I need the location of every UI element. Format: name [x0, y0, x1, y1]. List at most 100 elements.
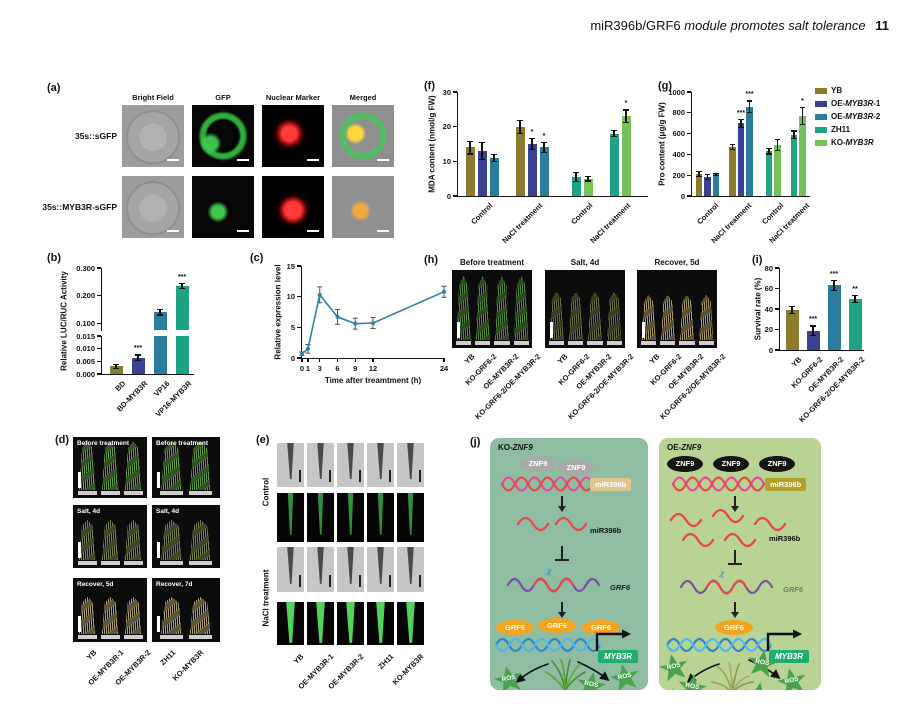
- y-tick: [297, 296, 301, 298]
- arrow-down-head: [557, 612, 566, 622]
- plant-clump: [475, 276, 490, 340]
- scale-bar: [78, 472, 81, 488]
- error-cap: [738, 126, 744, 129]
- scale-bar: [419, 470, 421, 482]
- panel-label-e: (e): [256, 434, 270, 446]
- arrow-down: [734, 602, 736, 613]
- photo-condition-label: Before treatment: [156, 440, 209, 447]
- column-header-merged: Merged: [349, 93, 377, 102]
- legend-label: YB: [831, 86, 843, 95]
- bar: [799, 115, 806, 196]
- myb3r-promoter-dna: [494, 637, 602, 653]
- myb3r-gene-box: MYB3R: [769, 650, 810, 663]
- scale-bar: [329, 575, 331, 587]
- root-fluorescence: [316, 602, 325, 643]
- photo-condition-label: Before treatment: [459, 258, 524, 267]
- running-head-subtitle: module promotes salt tolerance: [680, 18, 866, 33]
- error-cap: [766, 148, 772, 150]
- bar: [790, 134, 798, 196]
- scale-bar: [377, 159, 389, 161]
- plant-clump: [78, 596, 96, 634]
- y-tick-label: 0: [290, 353, 295, 363]
- error-cap: [611, 130, 617, 132]
- mirna-molecule: [669, 512, 703, 528]
- error-bar: [519, 119, 521, 134]
- y-tick: [453, 126, 457, 128]
- error-cap: [623, 122, 629, 124]
- error-cap: [529, 137, 535, 139]
- curved-arrow: [515, 663, 549, 684]
- plant-photo: Recover, 7d: [152, 578, 220, 642]
- bar: [765, 151, 773, 196]
- error-cap: [810, 325, 816, 327]
- y-axis-line: [691, 92, 693, 197]
- root-micrograph: [397, 602, 424, 645]
- running-head-title: miR396b/GRF6: [590, 18, 681, 33]
- plant-clump: [78, 519, 96, 560]
- y-tick: [297, 357, 301, 359]
- error-cap: [479, 158, 485, 160]
- plant-clump: [456, 276, 471, 340]
- construct-label-sgfp: 35s::sGFP: [74, 131, 117, 141]
- plant-photo: [452, 270, 532, 348]
- scale-bar: [389, 470, 391, 482]
- scale-bar: [157, 616, 160, 632]
- root-fluorescence: [346, 602, 355, 643]
- bar: [746, 106, 753, 196]
- plant-clump: [161, 519, 183, 560]
- y-tick-label: 0.010: [76, 344, 95, 354]
- rice-plant-healthy: [545, 659, 586, 690]
- scale-bar: [78, 616, 81, 632]
- root-shape: [287, 547, 294, 584]
- error-bar: [768, 148, 770, 155]
- root-shape: [287, 443, 294, 480]
- line-chart: [299, 285, 447, 357]
- root-micrograph: [367, 493, 394, 542]
- transcription-arrow: [595, 629, 631, 652]
- error-cap: [479, 142, 485, 144]
- plant-clump: [189, 596, 211, 634]
- error-cap: [852, 301, 858, 304]
- plant-clump: [101, 519, 119, 560]
- root-fluorescence: [317, 493, 324, 535]
- pot: [494, 341, 510, 345]
- y-tick-label: 0.300: [76, 263, 95, 273]
- scale-bar: [167, 159, 179, 161]
- panel-label-d: (d): [55, 434, 70, 446]
- bar: [609, 133, 619, 196]
- pot: [456, 341, 472, 345]
- y-axis-line: [301, 266, 303, 359]
- error-cap: [696, 176, 702, 178]
- error-cap: [746, 111, 753, 113]
- y-axis-title: Relative LUC/RUC Activity: [59, 271, 69, 371]
- y-tick: [297, 265, 301, 267]
- grf6-mrna: [679, 579, 774, 595]
- category-label: ZH11: [376, 652, 396, 672]
- pot: [549, 341, 565, 345]
- error-bar: [706, 173, 709, 180]
- category-label: ZH11: [158, 648, 178, 668]
- root-micrograph: [277, 547, 304, 592]
- znf9-protein: ZNF9: [713, 456, 749, 472]
- inhibition-bar-line: [561, 546, 563, 559]
- error-bar: [833, 280, 835, 291]
- y-tick: [775, 267, 779, 269]
- pot: [78, 491, 97, 495]
- y-tick: [97, 267, 101, 269]
- micrograph-brightfield: [122, 176, 184, 238]
- error-bar: [587, 175, 589, 182]
- y-tick-label: 400: [672, 149, 685, 159]
- mir396b-label: miR396b: [769, 534, 801, 543]
- plant-photo: [545, 270, 625, 348]
- error-cap: [799, 124, 806, 126]
- category-label: YB: [555, 352, 570, 366]
- mir396b-label: miR396b: [590, 526, 622, 535]
- root-micrograph: [337, 602, 364, 645]
- grf6-protein: GRF6: [496, 620, 534, 635]
- scale-bar: [359, 575, 361, 587]
- error-bar: [776, 138, 779, 152]
- grf6-mrna: [506, 577, 601, 593]
- x-axis-line: [101, 374, 194, 376]
- y-tick: [97, 373, 101, 375]
- pot: [124, 635, 143, 639]
